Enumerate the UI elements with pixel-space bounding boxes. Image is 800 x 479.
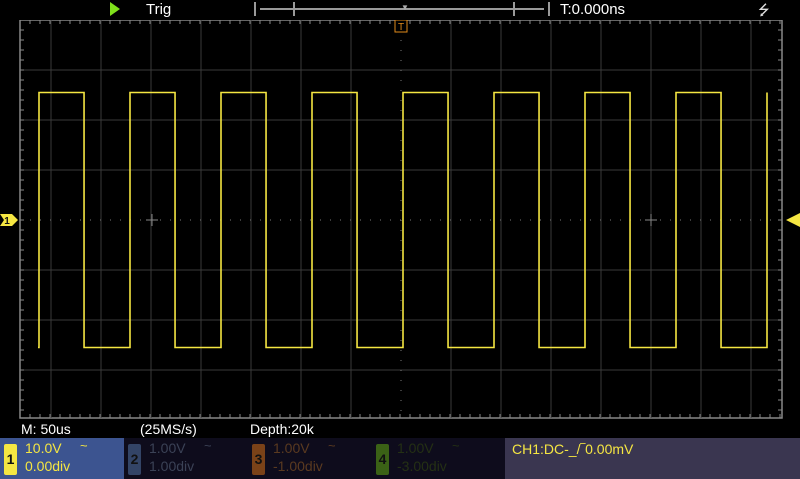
channel-4-badge: 4: [376, 444, 389, 475]
trigger-status: Trig: [146, 1, 172, 18]
waveform-display[interactable]: 1T: [0, 20, 800, 420]
trigger-time: T:0.000ns: [560, 1, 626, 18]
ac-coupling-icon: ~: [452, 438, 460, 453]
channel-3-badge: 3: [252, 444, 265, 475]
channel-3-offset: -1.00div: [273, 458, 323, 474]
channel-2-volts: 1.00V: [149, 440, 186, 456]
channel-1-offset: 0.00div: [25, 458, 71, 474]
grid-crosshair: [146, 214, 158, 226]
channel-1-level-marker: [0, 214, 18, 226]
timebase: M: 50us: [21, 421, 71, 437]
trigger-position-label: T: [398, 22, 404, 33]
channel-2-badge: 2: [128, 444, 141, 475]
channel-1-badge: 1: [4, 444, 17, 475]
channel-4-panel[interactable]: 4 1.00V ~ -3.00div: [372, 438, 496, 479]
channel-1-trace: [38, 91, 768, 349]
channel-1-marker-label: 1: [4, 216, 10, 227]
channel-2-offset: 1.00div: [149, 458, 195, 474]
trigger-info-panel[interactable]: CH1:DC-_/‾0.00mV: [505, 438, 800, 479]
trigger-position-marker: [394, 20, 408, 33]
sample-rate: (25MS/s): [140, 421, 197, 437]
channel-1-volts: 10.0V: [25, 440, 62, 456]
graticule-border: [19, 20, 783, 419]
channel-1-panel[interactable]: 1 10.0V ~ 0.00div: [0, 438, 124, 479]
channel-2-panel[interactable]: 2 1.00V ~ 1.00div: [124, 438, 248, 479]
channel-4-volts: 1.00V: [397, 440, 434, 456]
memory-depth: Depth:20k: [250, 421, 314, 437]
trigger-position-icon: ▼: [401, 3, 409, 12]
play-icon[interactable]: [110, 2, 120, 16]
channel-3-panel[interactable]: 3 1.00V ~ -1.00div: [248, 438, 372, 479]
trigger-level-marker: [786, 213, 800, 227]
grid-crosshair: [645, 214, 657, 226]
status-bar: Trig ▼ T:0.000ns ⭍: [0, 0, 800, 20]
ac-coupling-icon: ~: [204, 438, 212, 453]
acquisition-info: M: 50us (25MS/s) Depth:20k: [0, 420, 800, 438]
memory-position-bar[interactable]: ▼: [254, 2, 550, 16]
channel-4-offset: -3.00div: [397, 458, 447, 474]
ac-coupling-icon: ~: [80, 438, 88, 453]
view-window[interactable]: [293, 2, 515, 16]
ac-coupling-icon: ~: [328, 438, 336, 453]
channel-3-volts: 1.00V: [273, 440, 310, 456]
usb-icon: ⭍: [758, 2, 770, 18]
